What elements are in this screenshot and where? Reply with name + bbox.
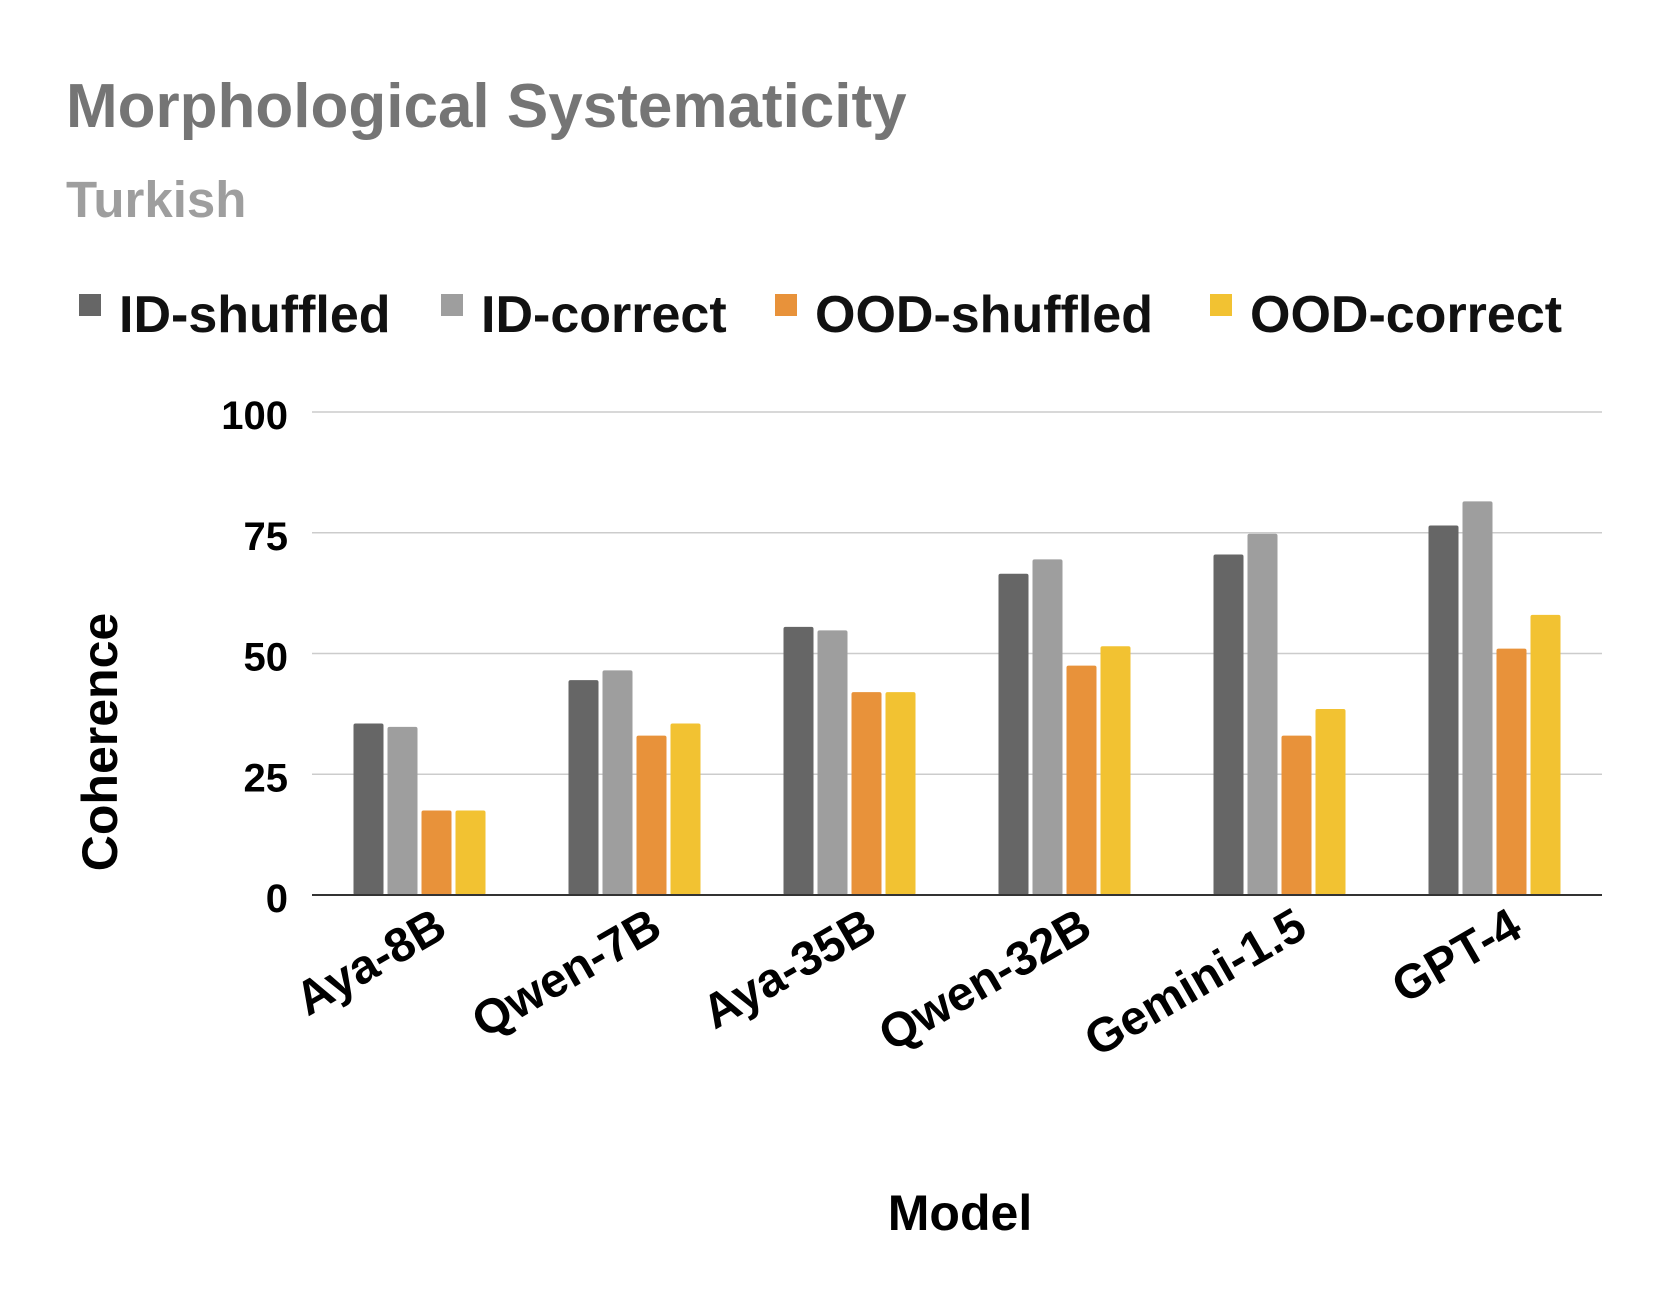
bar-gpt-4-id-correct — [1462, 501, 1493, 895]
legend-label-id-shuffled: ID-shuffled — [119, 286, 391, 344]
bar-gemini-1-5-ood-shuffled — [1281, 735, 1312, 895]
bar-qwen-7b-ood-correct — [670, 723, 701, 895]
chart-title: Morphological Systematicity — [66, 72, 907, 141]
bar-gpt-4-ood-correct — [1530, 614, 1561, 895]
bar-aya-8b-ood-shuffled — [421, 810, 452, 895]
bar-qwen-7b-id-correct — [602, 670, 633, 895]
legend-label-id-correct: ID-correct — [481, 286, 727, 344]
gridlines — [312, 411, 1602, 775]
bar-gemini-1-5-id-shuffled — [1213, 554, 1244, 895]
bar-aya-35b-ood-correct — [885, 692, 916, 895]
x-tick-label-qwen-32b: Qwen-32B — [870, 899, 1100, 1062]
bar-aya-35b-ood-shuffled — [851, 692, 882, 895]
legend-swatch-ood-shuffled — [775, 294, 797, 316]
legend-swatch-id-correct — [441, 294, 463, 316]
x-tick-label-aya-35b: Aya-35B — [694, 899, 885, 1040]
y-tick-label: 100 — [221, 394, 288, 438]
legend-swatch-ood-correct — [1210, 294, 1232, 316]
bar-qwen-32b-id-shuffled — [998, 573, 1029, 895]
bar-aya-35b-id-shuffled — [783, 626, 814, 895]
y-tick-label: 25 — [244, 756, 289, 800]
x-tick-label-gpt-4: GPT-4 — [1383, 898, 1530, 1013]
bar-aya-8b-id-correct — [387, 726, 418, 895]
bar-aya-35b-id-correct — [817, 630, 848, 895]
legend-swatch-id-shuffled — [79, 294, 101, 316]
legend-label-ood-shuffled: OOD-shuffled — [815, 286, 1153, 344]
y-axis-label: Coherence — [72, 613, 128, 871]
legend: ID-shuffled ID-correct OOD-shuffled OOD-cor… — [79, 286, 1562, 344]
y-tick-label: 50 — [244, 636, 289, 680]
bar-aya-8b-ood-correct — [455, 810, 486, 895]
bar-gpt-4-ood-shuffled — [1496, 648, 1527, 895]
chart-subtitle: Turkish — [66, 171, 246, 228]
y-axis-ticks: 0 25 50 75 100 — [221, 394, 288, 921]
bar-gemini-1-5-id-correct — [1247, 533, 1278, 895]
bar-qwen-7b-id-shuffled — [568, 680, 599, 895]
bar-qwen-32b-ood-correct — [1100, 646, 1131, 895]
bar-gemini-1-5-ood-correct — [1315, 709, 1346, 895]
bar-qwen-32b-ood-shuffled — [1066, 665, 1097, 895]
x-tick-label-qwen-7b: Qwen-7B — [463, 899, 670, 1049]
x-axis-label: Model — [888, 1185, 1032, 1241]
legend-label-ood-correct: OOD-correct — [1250, 286, 1562, 344]
bar-qwen-32b-id-correct — [1032, 559, 1063, 895]
x-tick-label-aya-8b: Aya-8B — [287, 899, 455, 1027]
y-tick-label: 75 — [244, 515, 289, 559]
bar-qwen-7b-ood-shuffled — [636, 735, 667, 895]
bar-gpt-4-id-shuffled — [1428, 525, 1459, 895]
bars — [353, 501, 1561, 895]
x-tick-label-gemini-1-5: Gemini-1.5 — [1076, 899, 1315, 1068]
y-tick-label: 0 — [266, 877, 288, 921]
bar-aya-8b-id-shuffled — [353, 723, 384, 895]
